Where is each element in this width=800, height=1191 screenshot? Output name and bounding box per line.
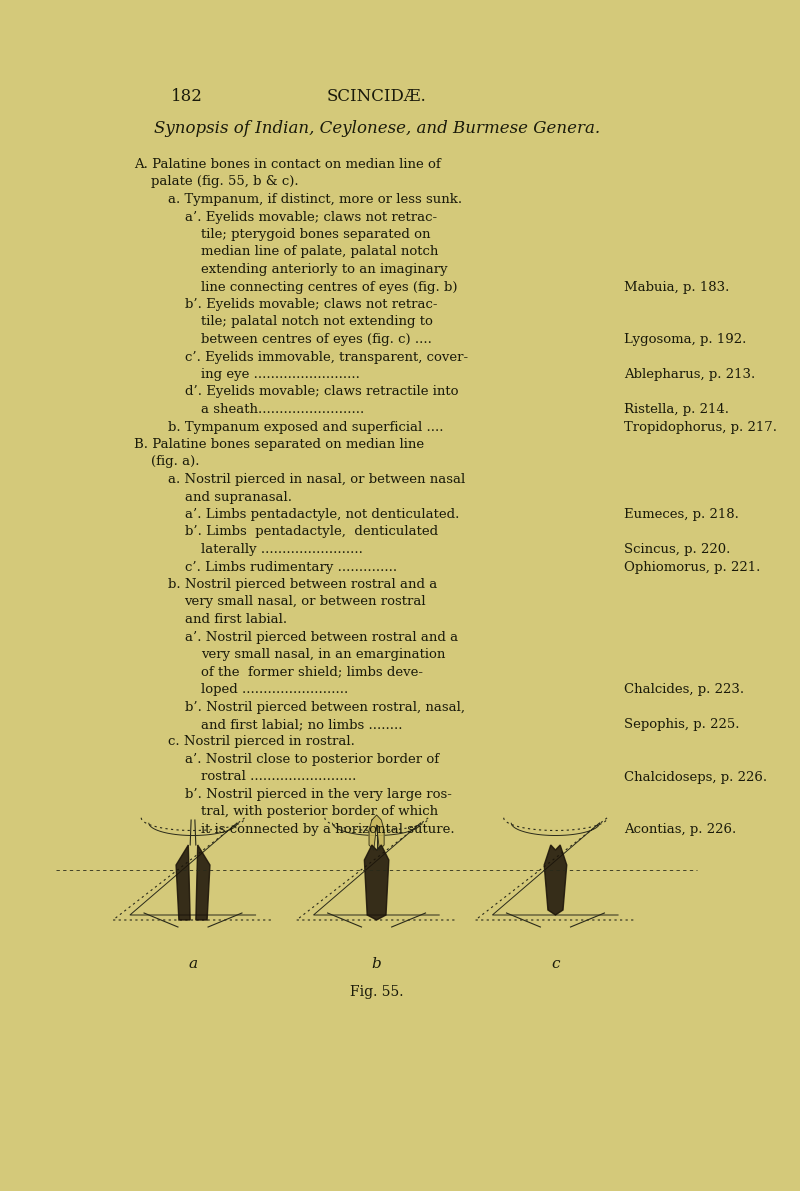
Text: a’. Nostril pierced between rostral and a: a’. Nostril pierced between rostral and … [185, 630, 458, 643]
Text: Ristella, p. 214.: Ristella, p. 214. [624, 403, 729, 416]
Text: and first labial.: and first labial. [185, 613, 286, 626]
Text: Synopsis of Indian, Ceylonese, and Burmese Genera.: Synopsis of Indian, Ceylonese, and Burme… [154, 120, 600, 137]
Text: b’. Eyelids movable; claws not retrac-: b’. Eyelids movable; claws not retrac- [185, 298, 437, 311]
Text: b’. Limbs  pentadactyle,  denticulated: b’. Limbs pentadactyle, denticulated [185, 525, 438, 538]
Text: c’. Limbs rudimentary ..............: c’. Limbs rudimentary .............. [185, 561, 397, 574]
Text: Fig. 55.: Fig. 55. [350, 985, 403, 999]
Text: a’. Nostril close to posterior border of: a’. Nostril close to posterior border of [185, 753, 438, 766]
Text: very small nasal, or between rostral: very small nasal, or between rostral [185, 596, 426, 609]
Text: b: b [372, 958, 382, 971]
Text: Acontias, p. 226.: Acontias, p. 226. [624, 823, 737, 836]
Text: Chalcidoseps, p. 226.: Chalcidoseps, p. 226. [624, 771, 767, 784]
Text: a. Nostril pierced in nasal, or between nasal: a. Nostril pierced in nasal, or between … [167, 473, 465, 486]
Text: c’. Eyelids immovable, transparent, cover-: c’. Eyelids immovable, transparent, cove… [185, 350, 468, 363]
Text: a. Tympanum, if distinct, more or less sunk.: a. Tympanum, if distinct, more or less s… [167, 193, 462, 206]
Polygon shape [176, 844, 190, 919]
Text: and supranasal.: and supranasal. [185, 491, 291, 504]
Text: tral, with posterior border of which: tral, with posterior border of which [202, 805, 438, 818]
Polygon shape [369, 815, 384, 850]
Text: (fig. a).: (fig. a). [150, 455, 199, 468]
Text: B. Palatine bones separated on median line: B. Palatine bones separated on median li… [134, 438, 424, 451]
Text: Ablepharus, p. 213.: Ablepharus, p. 213. [624, 368, 755, 381]
Text: a’. Eyelids movable; claws not retrac-: a’. Eyelids movable; claws not retrac- [185, 211, 437, 224]
Text: SCINCIDÆ.: SCINCIDÆ. [326, 88, 426, 105]
Text: b’. Nostril pierced in the very large ros-: b’. Nostril pierced in the very large ro… [185, 788, 451, 802]
Text: Eumeces, p. 218.: Eumeces, p. 218. [624, 509, 739, 520]
Text: Lygosoma, p. 192.: Lygosoma, p. 192. [624, 333, 746, 347]
Text: tile; pterygoid bones separated on: tile; pterygoid bones separated on [202, 227, 431, 241]
Text: Mabuia, p. 183.: Mabuia, p. 183. [624, 281, 730, 293]
Text: extending anteriorly to an imaginary: extending anteriorly to an imaginary [202, 263, 448, 276]
Text: A. Palatine bones in contact on median line of: A. Palatine bones in contact on median l… [134, 158, 441, 172]
Text: between centres of eyes (fig. c) ....: between centres of eyes (fig. c) .... [202, 333, 432, 347]
Text: Sepophis, p. 225.: Sepophis, p. 225. [624, 718, 740, 731]
Text: c. Nostril pierced in rostral.: c. Nostril pierced in rostral. [167, 736, 354, 748]
Text: b. Nostril pierced between rostral and a: b. Nostril pierced between rostral and a [167, 578, 437, 591]
Text: b. Tympanum exposed and superficial ....: b. Tympanum exposed and superficial .... [167, 420, 443, 434]
Text: median line of palate, palatal notch: median line of palate, palatal notch [202, 245, 439, 258]
Text: rostral .........................: rostral ......................... [202, 771, 357, 784]
Polygon shape [544, 844, 566, 915]
Text: a: a [189, 958, 198, 971]
Text: Ophiomorus, p. 221.: Ophiomorus, p. 221. [624, 561, 761, 574]
Polygon shape [196, 844, 210, 919]
Text: very small nasal, in an emargination: very small nasal, in an emargination [202, 648, 446, 661]
Text: Chalcides, p. 223.: Chalcides, p. 223. [624, 682, 744, 696]
Text: and first labial; no limbs ........: and first labial; no limbs ........ [202, 718, 403, 731]
Text: b’. Nostril pierced between rostral, nasal,: b’. Nostril pierced between rostral, nas… [185, 700, 465, 713]
Text: it is connected by a horizontal suture.: it is connected by a horizontal suture. [202, 823, 455, 836]
Text: loped .........................: loped ......................... [202, 682, 349, 696]
Text: 182: 182 [171, 88, 203, 105]
Text: c: c [551, 958, 560, 971]
Text: a sheath.........................: a sheath......................... [202, 403, 365, 416]
Text: Scincus, p. 220.: Scincus, p. 220. [624, 543, 730, 556]
Text: Tropidophorus, p. 217.: Tropidophorus, p. 217. [624, 420, 777, 434]
Text: a’. Limbs pentadactyle, not denticulated.: a’. Limbs pentadactyle, not denticulated… [185, 509, 459, 520]
Text: ing eye .........................: ing eye ......................... [202, 368, 360, 381]
Text: laterally ........................: laterally ........................ [202, 543, 363, 556]
Text: tile; palatal notch not extending to: tile; palatal notch not extending to [202, 316, 434, 329]
Text: palate (fig. 55, b & c).: palate (fig. 55, b & c). [150, 175, 298, 188]
Text: d’. Eyelids movable; claws retractile into: d’. Eyelids movable; claws retractile in… [185, 386, 458, 399]
Polygon shape [364, 844, 389, 919]
Text: of the  former shield; limbs deve-: of the former shield; limbs deve- [202, 666, 423, 679]
Text: line connecting centres of eyes (fig. b): line connecting centres of eyes (fig. b) [202, 281, 458, 293]
